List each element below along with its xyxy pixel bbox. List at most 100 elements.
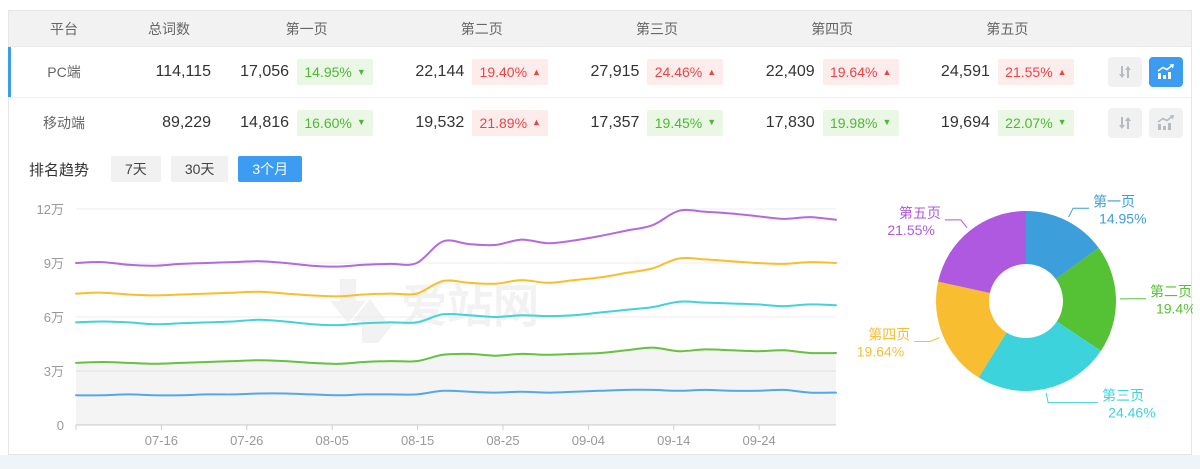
sort-button[interactable] (1107, 107, 1142, 138)
series-line-yellow (75, 256, 837, 298)
chart-toggle-button[interactable] (1148, 57, 1183, 87)
y-axis-label: 3万 (44, 364, 64, 379)
change-percent: 19.45% (654, 114, 703, 131)
change-badge: 22.07% ▼ (997, 109, 1074, 136)
sort-button[interactable] (1107, 57, 1142, 87)
series-line-blue-bottom (75, 388, 837, 397)
change-percent: 19.98% (829, 114, 878, 131)
donut-label-name: 第三页 (1102, 388, 1144, 404)
y-axis-label: 0 (57, 418, 64, 433)
y-axis-label: 6万 (44, 310, 64, 325)
donut-label-percent: 14.95% (1099, 210, 1146, 226)
series-area-green (76, 347, 836, 425)
line-chart-icon (1157, 114, 1174, 130)
table-row[interactable]: 移动端 89,229 14,816 16.60% ▼ 19,532 21.89% ▲… (9, 97, 1191, 147)
trend-title: 排名趋势 (29, 161, 90, 179)
change-badge: 21.55% ▲ (997, 59, 1074, 85)
donut-slice-第三页[interactable] (978, 321, 1101, 392)
donut-label-percent: 24.46% (1108, 405, 1155, 421)
trend-arrow-icon: ▼ (1057, 117, 1067, 127)
trend-arrow-icon: ▼ (356, 117, 366, 127)
watermark: 爱站网 (330, 279, 539, 343)
page1-value: 14,816 (240, 113, 290, 131)
page2-value: 22,144 (415, 63, 465, 80)
change-percent: 19.40% (479, 64, 528, 80)
x-axis-label: 09-04 (572, 433, 605, 448)
change-percent: 14.95% (304, 64, 352, 80)
change-percent: 16.60% (304, 114, 352, 131)
trend-arrow-icon: ▲ (532, 66, 541, 77)
donut-slice-第五页[interactable] (938, 211, 1026, 294)
page1-value: 17,056 (240, 63, 290, 80)
sort-arrows-icon (1118, 116, 1131, 129)
donut-slice-第一页[interactable] (1026, 211, 1099, 280)
donut-label-name: 第五页 (899, 205, 941, 221)
trend-arrow-icon: ▲ (707, 66, 717, 77)
page-footer-strip (0, 455, 1200, 469)
col-header-page3: 第三页 (635, 20, 678, 37)
x-axis-label: 09-24 (743, 433, 776, 448)
donut-label-line (944, 219, 968, 229)
donut-label-line (1068, 207, 1090, 218)
col-header-page1: 第一页 (285, 20, 328, 37)
platform-label: 移动端 (43, 114, 85, 131)
page4-value: 17,830 (765, 113, 815, 131)
change-badge: 21.89% ▲ (472, 109, 549, 136)
svg-text:爱站网: 爱站网 (401, 280, 539, 332)
trend-line-chart: 0 3万 6万 9万 12万 07-16 07-26 08-05 08-15 08-25 09-04… (37, 202, 837, 448)
trend-arrow-icon: ▲ (882, 66, 892, 77)
x-axis-label: 09-14 (657, 433, 690, 448)
x-axis-label: 07-16 (145, 433, 178, 448)
platform-label: PC端 (47, 64, 81, 80)
chart-toggle-button[interactable] (1148, 107, 1183, 138)
line-chart-icon (1157, 64, 1174, 79)
donut-slice-第四页[interactable] (936, 281, 1007, 378)
trend-toolbar: 排名趋势 7天 30天 3个月 (9, 147, 1191, 191)
tab-7days[interactable]: 7天 (111, 156, 161, 182)
tab-30days[interactable]: 30天 (170, 156, 229, 182)
donut-label-name: 第二页 (1150, 284, 1192, 300)
donut-slice-第二页[interactable] (1055, 247, 1117, 351)
change-badge: 19.64% ▲ (822, 59, 899, 85)
change-percent: 21.55% (1005, 64, 1053, 80)
table-row[interactable]: PC端 114,115 17,056 14.95% ▼ 22,144 19.40%… (8, 47, 1191, 97)
donut-label-line (914, 337, 940, 343)
col-header-platform: 平台 (50, 20, 78, 37)
trend-arrow-icon: ▼ (707, 117, 717, 127)
col-header-total: 总词数 (148, 20, 190, 37)
change-badge: 19.40% ▲ (472, 59, 549, 85)
charts-area: 爱站网 0 3万 6万 9万 12万 07-16 07-26 08-05 08-15 08-25 09… (9, 191, 1193, 456)
trend-arrow-icon: ▼ (356, 66, 366, 77)
donut-label-name: 第四页 (868, 327, 910, 343)
page3-value: 17,357 (590, 113, 640, 131)
series-line-green (75, 346, 837, 365)
page2-value: 19,532 (415, 113, 465, 131)
change-badge: 19.98% ▼ (822, 109, 899, 136)
change-percent: 22.07% (1005, 114, 1053, 131)
tab-3months[interactable]: 3个月 (238, 156, 303, 182)
change-badge: 14.95% ▼ (297, 59, 374, 85)
trend-arrow-icon: ▼ (882, 117, 892, 127)
col-header-page4: 第四页 (811, 20, 854, 37)
donut-label-line (1045, 392, 1099, 404)
charts-svg: 爱站网 0 3万 6万 9万 12万 07-16 07-26 08-05 08-15 08-25 09… (37, 193, 1193, 448)
change-percent: 21.89% (479, 114, 528, 131)
keyword-rank-panel: 平台 总词数 第一页 第二页 第三页 第四页 第五页 PC端 114,115 1… (8, 10, 1193, 456)
trend-arrow-icon: ▲ (1057, 66, 1067, 77)
donut-label-name: 第一页 (1093, 193, 1135, 209)
donut-label-percent: 19.4% (1156, 301, 1193, 317)
total-words-value: 89,229 (162, 113, 211, 131)
table-header-row: 平台 总词数 第一页 第二页 第三页 第四页 第五页 (9, 11, 1191, 47)
sort-arrows-icon (1118, 66, 1131, 78)
series-line-cyan (75, 300, 837, 327)
series-line-purple-top (75, 208, 837, 268)
x-axis-label: 08-25 (486, 433, 519, 448)
donut-label-percent: 19.64% (857, 344, 904, 360)
trend-arrow-icon: ▲ (532, 117, 541, 127)
x-axis-label: 08-05 (316, 433, 349, 448)
change-badge: 24.46% ▲ (647, 59, 724, 85)
donut-label-percent: 21.55% (887, 222, 934, 238)
page4-value: 22,409 (765, 63, 815, 80)
